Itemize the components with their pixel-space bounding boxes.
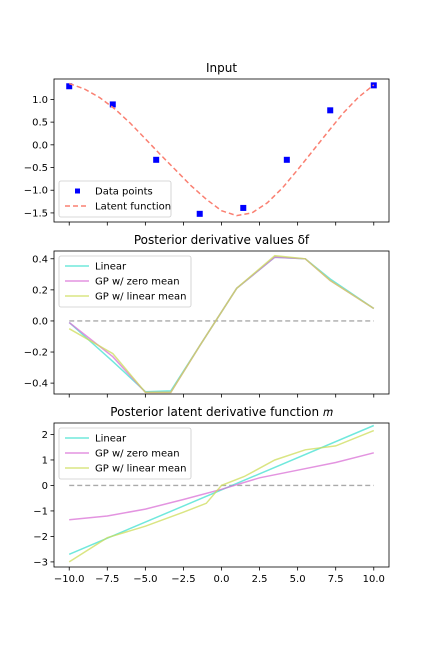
x-tick-label: 7.5 <box>328 574 344 585</box>
x-tick-label: 5.0 <box>290 574 306 585</box>
y-tick-label: −0.4 <box>24 379 48 390</box>
y-tick-label: −1.0 <box>24 186 48 197</box>
x-tick-label: 0.0 <box>214 574 230 585</box>
legend-label: Latent function <box>95 202 171 213</box>
legend: Linear GP w/ zero mean GP w/ linear mean <box>58 255 192 308</box>
series-line-2 <box>68 82 375 217</box>
y-tick-label: 0.4 <box>32 254 48 265</box>
legend-label: Data points <box>95 187 153 198</box>
x-tick-label: −10.0 <box>54 574 85 585</box>
y-tick-label: 0.2 <box>32 285 48 296</box>
legend-label: Linear <box>95 262 127 273</box>
y-tick-label: −3 <box>33 557 48 568</box>
y-tick-label: 2 <box>42 430 48 441</box>
legend-marker <box>75 188 80 194</box>
subplot-1: Input −1.5 −1.0 −0.5 0.0 0.5 1.0 Data points Lat… <box>24 61 390 226</box>
legend-frame <box>58 180 172 218</box>
legend-label: GP w/ linear mean <box>95 464 187 475</box>
y-tick-label: 0.5 <box>32 118 48 129</box>
subplot-2: Posterior derivative values δf −0.4 −0.2 0.… <box>24 233 390 398</box>
legend-label: GP w/ zero mean <box>95 277 180 288</box>
legend: Linear GP w/ zero mean GP w/ linear mean <box>58 427 192 480</box>
x-tick-label: −7.5 <box>95 574 119 585</box>
x-tick-label: −2.5 <box>171 574 195 585</box>
y-tick-label: −2 <box>33 532 48 543</box>
legend-label: Linear <box>95 434 127 445</box>
legend-frame <box>58 255 192 308</box>
x-tick-label: 10.0 <box>363 574 385 585</box>
data-point-marker <box>153 156 160 163</box>
data-point-marker <box>283 156 290 163</box>
chart-title: Posterior derivative values δf <box>134 233 310 247</box>
series-line-2 <box>69 452 374 521</box>
y-tick-label: 0 <box>42 481 48 492</box>
data-point-marker <box>327 107 334 114</box>
y-tick-label: 1 <box>42 455 48 466</box>
series-line-3 <box>68 254 375 394</box>
x-tick-label: −5.0 <box>133 574 157 585</box>
series-line-3 <box>68 429 375 563</box>
legend-label: GP w/ zero mean <box>95 449 180 460</box>
data-point-marker <box>66 83 73 90</box>
chart-title: Input <box>206 61 237 75</box>
x-tick-label: 2.5 <box>252 574 268 585</box>
subplot-3: Posterior latent derivative function 𝑚 −1… <box>33 405 390 585</box>
y-tick-label: −0.2 <box>24 348 48 359</box>
legend-label: GP w/ linear mean <box>95 292 187 303</box>
y-tick-label: −0.5 <box>24 163 48 174</box>
data-point-marker <box>109 101 116 108</box>
data-point-marker <box>240 204 247 211</box>
chart-title: Posterior latent derivative function 𝑚 <box>110 405 333 419</box>
legend: Data points Latent function <box>58 180 172 218</box>
y-tick-label: 1.0 <box>32 95 48 106</box>
y-tick-label: 0.0 <box>32 316 48 327</box>
legend-frame <box>58 427 192 480</box>
y-tick-label: −1 <box>33 506 48 517</box>
y-tick-label: 0.0 <box>32 140 48 151</box>
y-tick-label: −1.5 <box>24 208 48 219</box>
data-point-marker <box>196 210 203 217</box>
